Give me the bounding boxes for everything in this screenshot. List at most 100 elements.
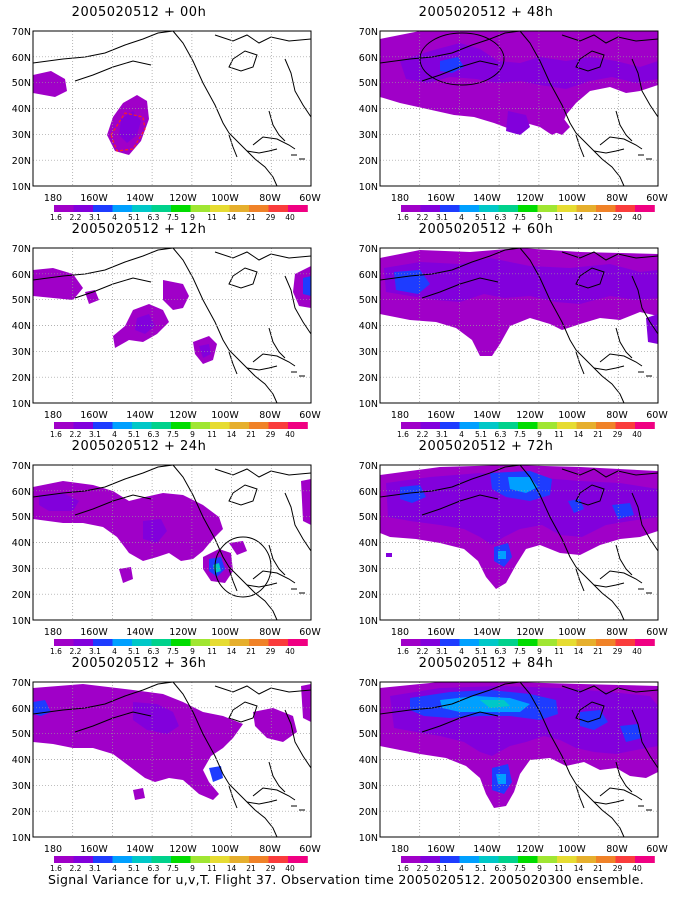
variance-field [506,111,530,135]
colorbar-swatch [440,856,460,863]
lat-axis: 70N 60N 50N 40N 30N 20N 10N [12,461,31,627]
colorbar-label: 11 [554,864,564,873]
lon-label: 160W [427,844,455,855]
colorbar-label: 21 [593,213,603,222]
lon-label: 180 [44,844,62,855]
colorbar-label: 7.5 [167,864,179,873]
lon-label: 140W [473,627,501,638]
colorbar-swatch [112,856,133,863]
colorbar-swatch [440,422,460,429]
colorbar-swatch [498,639,519,646]
map-frame [379,464,659,621]
colorbar-swatch [479,422,499,429]
colorbar-swatch [54,639,74,646]
colorbar-swatch [93,856,113,863]
map-panel-12h: 2005020512 + 12h [0,222,330,439]
lat-label: 30N [12,564,31,575]
colorbar-swatch [401,205,421,212]
variance-field [33,71,67,97]
variance-field [133,788,145,800]
lon-label: 120W [169,193,197,204]
colorbar-swatch [288,205,308,212]
variance-field [400,43,658,89]
colorbar-swatch [420,856,441,863]
colorbar-label: 2.2 [70,864,82,873]
colorbar-swatch [635,639,655,646]
colorbar-swatch [518,422,538,429]
colorbar-label: 2.2 [417,430,429,439]
map-frame [32,681,312,838]
lat-label: 10N [359,616,378,627]
lat-label: 40N [359,321,378,332]
colorbar-label: 29 [613,213,623,222]
lat-axis: 70N 60N 50N 40N 30N 20N 10N [359,461,378,627]
colorbar-label: 40 [285,430,295,439]
gridlines [33,31,311,186]
lat-label: 50N [12,295,31,306]
colorbar-swatch [249,422,269,429]
lat-label: 30N [359,347,378,358]
lon-label: 100W [558,410,586,421]
lon-label: 80W [606,193,628,204]
lon-label: 140W [126,193,154,204]
map-panel-00h: 2005020512 + 00h [0,5,330,222]
lat-label: 10N [12,182,31,193]
map-00h: 70N 60N 50N 40N 30N 20N 10N 180 160W 140… [12,27,322,222]
colorbar-label: 11 [554,213,564,222]
lat-label: 60N [359,487,378,498]
colorbar-swatch [615,422,636,429]
map-panel-24h: 2005020512 + 24h [0,439,330,656]
map-24h: 70N 60N 50N 40N 30N 20N 10N 180 160W 140… [12,461,322,656]
lat-label: 60N [12,53,31,64]
colorbar-swatch [73,639,94,646]
lon-axis: 180 160W 140W 120W 100W 80W 60W [391,193,668,204]
colorbar-label: 1.6 [50,430,62,439]
colorbar: 1.6 2.2 3.1 4 5.1 6.3 7.5 9 11 14 21 29 40 [50,205,308,222]
variance-field [303,276,311,296]
lat-label: 10N [12,616,31,627]
colorbar-swatch [249,205,269,212]
lon-label: 60W [299,844,321,855]
colorbar-label: 1.6 [397,213,409,222]
variance-field [39,493,79,511]
colorbar-label: 14 [574,647,584,656]
lat-axis: 70N 60N 50N 40N 30N 20N 10N [359,678,378,844]
colorbar-label: 3.1 [436,864,448,873]
colorbar-label: 1.6 [50,647,62,656]
colorbar-swatch [537,856,558,863]
colorbar-swatch [537,205,558,212]
lat-label: 30N [359,781,378,792]
colorbar-swatch [596,205,616,212]
colorbar-swatch [557,639,577,646]
red-contour [110,112,146,152]
colorbar-swatch [73,856,94,863]
lon-label: 180 [391,193,409,204]
colorbar-label: 9 [190,864,195,873]
colorbar-label: 6.3 [148,864,160,873]
map-frame [379,30,659,187]
map-frame [379,681,659,838]
colorbar-swatch [479,856,499,863]
colorbar-swatch [249,856,269,863]
colorbar-label: 7.5 [514,647,526,656]
colorbar-swatch [440,639,460,646]
colorbar-swatch [401,422,421,429]
colorbar-label: 29 [266,213,276,222]
lon-label: 60W [299,627,321,638]
variance-field [440,57,464,73]
lat-axis: 70N 60N 50N 40N 30N 20N 10N [12,27,31,193]
colorbar-swatch [518,639,538,646]
colorbar-swatch [420,639,441,646]
colorbar-label: 3.1 [89,213,101,222]
lat-label: 60N [12,487,31,498]
colorbar-swatch [576,856,597,863]
colorbar-label: 1.6 [397,647,409,656]
map-panel-36h: 2005020512 + 36h [0,656,330,873]
variance-field [33,268,83,300]
lat-label: 20N [359,373,378,384]
colorbar-swatch [459,639,480,646]
colorbar-label: 29 [266,647,276,656]
colorbar-label: 14 [227,430,237,439]
colorbar-label: 3.1 [89,647,101,656]
gridlines [380,31,658,186]
